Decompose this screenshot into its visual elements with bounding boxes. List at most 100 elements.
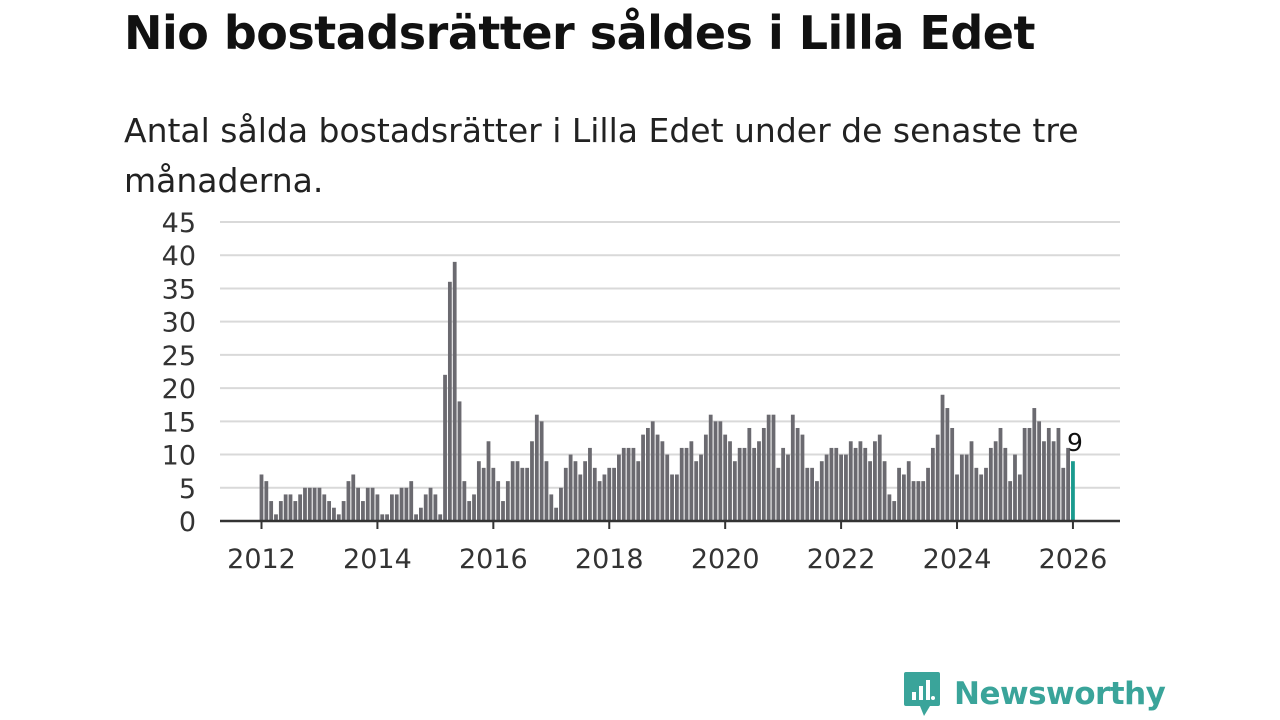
- bar: [752, 447, 757, 521]
- bar: [901, 474, 906, 521]
- bar: [824, 454, 829, 521]
- bar: [472, 494, 476, 521]
- bar: [390, 494, 394, 521]
- bar: [457, 401, 462, 521]
- bar: [650, 421, 655, 521]
- bar: [486, 441, 491, 521]
- bar: [418, 507, 423, 521]
- bar: [781, 447, 786, 521]
- bar: [496, 481, 501, 521]
- bar: [530, 441, 534, 521]
- bar: [868, 461, 872, 521]
- bar: [361, 501, 365, 521]
- bar: [819, 461, 824, 521]
- bar: [428, 487, 433, 521]
- last-value-label: 9: [1067, 428, 1083, 457]
- bar: [375, 494, 380, 521]
- brand-logo: Newsworthy: [902, 670, 1166, 718]
- bar: [1056, 427, 1061, 521]
- bar: [689, 441, 694, 521]
- bar: [462, 481, 467, 521]
- bar: [617, 454, 621, 521]
- bar: [723, 434, 728, 521]
- bar: [414, 514, 418, 521]
- bar: [708, 414, 713, 521]
- bar: [916, 481, 921, 521]
- bar: [370, 487, 375, 521]
- bar: [969, 441, 974, 521]
- bar: [955, 474, 959, 521]
- bar: [873, 441, 877, 521]
- bar: [303, 487, 307, 521]
- bar: [559, 487, 563, 521]
- bar: [665, 454, 670, 521]
- x-tick-label: 2022: [807, 544, 876, 575]
- bar: [858, 441, 863, 521]
- bar: [882, 461, 887, 521]
- bar: [984, 467, 988, 521]
- bar: [747, 427, 752, 521]
- bar: [988, 447, 993, 521]
- bar: [631, 447, 636, 521]
- bar: [288, 494, 293, 521]
- bar: [278, 501, 283, 521]
- bar: [945, 408, 950, 521]
- bar: [312, 487, 317, 521]
- bar: [356, 487, 360, 521]
- bar: [829, 447, 834, 521]
- bar: [1013, 454, 1017, 521]
- bar: [621, 447, 626, 521]
- bar: [892, 501, 897, 521]
- bar: [264, 481, 269, 521]
- bar: [930, 447, 935, 521]
- bar: [1061, 467, 1066, 521]
- bar: [1037, 421, 1042, 521]
- bar: [761, 427, 766, 521]
- brand-name: Newsworthy: [954, 676, 1166, 712]
- bar: [699, 454, 703, 521]
- chart-subtitle: Antal sålda bostadsrätter i Lilla Edet u…: [124, 111, 1079, 200]
- bar: [810, 467, 815, 521]
- bar: [554, 507, 559, 521]
- y-tick-label: 35: [162, 274, 196, 305]
- bar: [940, 394, 945, 521]
- bar: [607, 467, 612, 521]
- bar: [906, 461, 911, 521]
- bar: [998, 427, 1003, 521]
- bar: [549, 494, 554, 521]
- bar: [515, 461, 520, 521]
- bar: [800, 434, 805, 521]
- bar: [525, 467, 530, 521]
- y-tick-label: 5: [179, 474, 196, 505]
- bar: [443, 374, 447, 521]
- bar: [964, 454, 969, 521]
- bar: [1032, 408, 1037, 521]
- bar: [534, 414, 539, 521]
- bar: [935, 434, 940, 521]
- bar: [897, 467, 901, 521]
- bar: [365, 487, 370, 521]
- bar: [834, 447, 839, 521]
- bar: [346, 481, 351, 521]
- bar: [274, 514, 278, 521]
- bar: [786, 454, 790, 521]
- bar: [684, 447, 689, 521]
- bar: [877, 434, 882, 521]
- grid-lines: [220, 221, 1120, 489]
- bar: [950, 427, 955, 521]
- x-tick-label: 2018: [575, 544, 644, 575]
- y-tick-label: 0: [179, 507, 196, 538]
- bar: [1027, 427, 1032, 521]
- data-labels: 9: [1067, 428, 1083, 457]
- bar: [766, 414, 771, 521]
- bar: [790, 414, 795, 521]
- bar: [433, 494, 438, 521]
- bar: [737, 447, 742, 521]
- bar: [447, 281, 452, 521]
- bar: [298, 494, 303, 521]
- bar: [612, 467, 616, 521]
- bar: [979, 474, 984, 521]
- bar: [646, 427, 650, 521]
- bar: [863, 447, 868, 521]
